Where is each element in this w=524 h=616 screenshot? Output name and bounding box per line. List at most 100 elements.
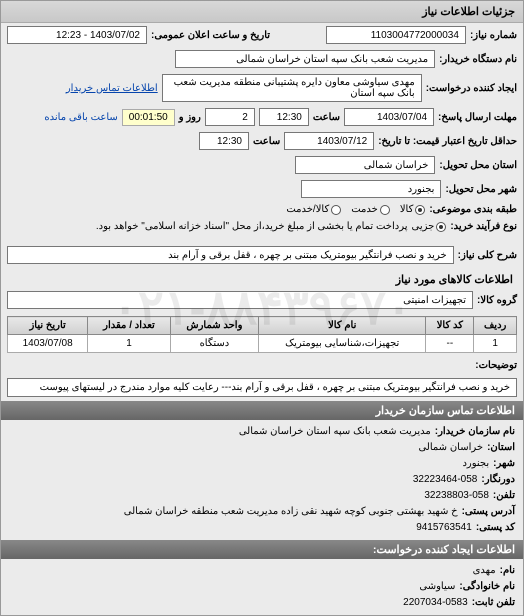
row-need-number: شماره نیاز: 1103004772000034 تاریخ و ساع… xyxy=(1,23,523,47)
explanations-box: خرید و نصب فرانتگیر بیومتریک مبتنی بر چه… xyxy=(7,378,517,397)
th-name: نام کالا xyxy=(259,317,426,335)
radio-dot-khadmat xyxy=(380,205,390,215)
row-province: استان محل تحویل: خراسان شمالی xyxy=(1,153,523,177)
value-org-address: خ شهید بهشتی جنوبی کوچه شهید نقی زاده مد… xyxy=(124,504,458,520)
radio-jozi[interactable]: جزیی xyxy=(412,221,447,232)
value-announce-datetime: 1403/07/02 - 12:23 xyxy=(7,26,147,44)
row-min-valid: حداقل تاریخ اعتبار قیمت: تا تاریخ: 1403/… xyxy=(1,129,523,153)
label-city: شهر محل تحویل: xyxy=(445,184,517,195)
label-reply-deadline: مهلت ارسال پاسخ: xyxy=(438,112,517,123)
radio-kala-khadmat[interactable]: کالا/خدمت xyxy=(286,204,341,215)
radio-group-qty: جزیی xyxy=(412,221,447,232)
radio-kala[interactable]: کالا xyxy=(400,204,426,215)
label-saat-1: ساعت xyxy=(313,112,340,123)
radio-dot-kala xyxy=(415,205,425,215)
value-org-province: خراسان شمالی xyxy=(418,440,483,456)
value-need-title: خرید و نصب فرانتگیر بیومتریک مبتنی بر چه… xyxy=(7,246,454,264)
radio-khadmat[interactable]: خدمت xyxy=(351,204,390,215)
row-buyer-name: نام دستگاه خریدار: مدیریت شعب بانک سپه ا… xyxy=(1,47,523,71)
label-org-name: نام سازمان خریدار: xyxy=(435,424,515,440)
radio-label-kala-khadmat: کالا/خدمت xyxy=(286,204,329,215)
label-announce-datetime: تاریخ و ساعت اعلان عمومی: xyxy=(151,30,270,41)
label-req-phone: تلفن ثابت: xyxy=(472,595,515,611)
th-unit: واحد شمارش xyxy=(170,317,258,335)
radio-label-kala: کالا xyxy=(400,204,414,215)
label-category: طبقه بندی موضوعی: xyxy=(429,204,517,215)
th-row: ردیف xyxy=(474,317,517,335)
value-req-name: مهدی xyxy=(473,563,496,579)
value-req-phone: 2207034-0583 xyxy=(403,595,468,611)
items-section-title: اطلاعات کالاهای مورد نیاز xyxy=(1,267,523,288)
qty-note: پرداخت تمام یا بخشی از مبلغ خرید،از محل … xyxy=(96,221,408,232)
value-city: بجنورد xyxy=(301,180,441,198)
radio-label-khadmat: خدمت xyxy=(351,204,378,215)
label-req-family: نام خانوادگی: xyxy=(459,579,515,595)
value-group: تجهیزات امنیتی xyxy=(7,291,473,309)
row-explanations-label: توضیحات: xyxy=(1,357,523,374)
value-reply-time: 12:30 xyxy=(259,108,309,126)
link-buyer-contact[interactable]: اطلاعات تماس خریدار xyxy=(66,83,158,94)
label-buyer-name: نام دستگاه خریدار: xyxy=(439,54,517,65)
td-code: -- xyxy=(426,335,474,353)
row-city: شهر محل تحویل: بجنورد xyxy=(1,177,523,201)
row-creator: ایجاد کننده درخواست: مهدی سیاوشی معاون د… xyxy=(1,71,523,105)
value-creator: مهدی سیاوشی معاون دایره پشتیبانی منطقه م… xyxy=(162,74,422,102)
value-org-fax: 32223464-058 xyxy=(413,472,478,488)
label-org-phone: تلفن: xyxy=(493,488,515,504)
td-name: تجهیزات،شناسایی بیومتریک xyxy=(259,335,426,353)
main-container: جزئیات اطلاعات نیاز شماره نیاز: 11030047… xyxy=(0,0,524,616)
value-org-name: مدیریت شعب بانک سپه استان خراسان شمالی xyxy=(239,424,431,440)
radio-dot-kala-khadmat xyxy=(331,205,341,215)
row-need-title: شرح کلی نیاز: خرید و نصب فرانتگیر بیومتر… xyxy=(1,243,523,267)
label-need-title: شرح کلی نیاز: xyxy=(458,250,517,261)
radio-dot-jozi xyxy=(436,222,446,232)
req-creator-header: اطلاعات ایجاد کننده درخواست: xyxy=(1,540,523,559)
label-creator: ایجاد کننده درخواست: xyxy=(426,83,517,94)
label-remaining: ساعت باقی مانده xyxy=(44,112,117,123)
value-buyer-name: مدیریت شعب بانک سپه استان خراسان شمالی xyxy=(175,50,435,68)
value-need-number: 1103004772000034 xyxy=(326,26,466,44)
label-explanations: توضیحات: xyxy=(475,360,517,371)
items-table: ردیف کد کالا نام کالا واحد شمارش تعداد /… xyxy=(7,316,517,353)
section-header-details: جزئیات اطلاعات نیاز xyxy=(1,1,523,23)
value-days: 2 xyxy=(205,108,255,126)
label-org-postcode: کد پستی: xyxy=(476,520,515,536)
org-contact-block: نام سازمان خریدار:مدیریت شعب بانک سپه اس… xyxy=(1,420,523,540)
th-qty: تعداد / مقدار xyxy=(88,317,170,335)
td-qty: 1 xyxy=(88,335,170,353)
radio-group-category: کالا خدمت کالا/خدمت xyxy=(286,204,425,215)
value-org-postcode: 9415763541 xyxy=(416,520,472,536)
td-date: 1403/07/08 xyxy=(8,335,88,353)
table-header-row: ردیف کد کالا نام کالا واحد شمارش تعداد /… xyxy=(8,317,517,335)
th-code: کد کالا xyxy=(426,317,474,335)
row-group: گروه کالا: تجهیزات امنیتی xyxy=(1,288,523,312)
value-province: خراسان شمالی xyxy=(295,156,435,174)
label-req-name: نام: xyxy=(500,563,515,579)
row-reply-deadline: مهلت ارسال پاسخ: 1403/07/04 ساعت 12:30 2… xyxy=(1,105,523,129)
label-province: استان محل تحویل: xyxy=(439,160,517,171)
label-org-address: آدرس پستی: xyxy=(462,504,515,520)
req-contact-block: نام: مهدی نام خانوادگی:سیاوشی تلفن ثابت:2… xyxy=(1,559,523,615)
label-qty-type: نوع فرآیند خرید: xyxy=(450,221,517,232)
label-rooz: روز و xyxy=(179,112,201,123)
label-min-valid: حداقل تاریخ اعتبار قیمت: تا تاریخ: xyxy=(378,136,517,147)
value-valid-date: 1403/07/12 xyxy=(284,132,374,150)
label-org-city: شهر: xyxy=(493,456,515,472)
label-group: گروه کالا: xyxy=(477,295,517,306)
label-org-province: استان: xyxy=(487,440,515,456)
value-valid-time: 12:30 xyxy=(199,132,249,150)
label-org-fax: دورنگار: xyxy=(481,472,515,488)
value-reply-date: 1403/07/04 xyxy=(344,108,434,126)
radio-label-jozi: جزیی xyxy=(412,221,435,232)
org-contact-header: اطلاعات تماس سازمان خریدار xyxy=(1,401,523,420)
td-row: 1 xyxy=(474,335,517,353)
value-remaining-time: 00:01:50 xyxy=(122,109,175,126)
table-row: 1 -- تجهیزات،شناسایی بیومتریک دستگاه 1 1… xyxy=(8,335,517,353)
row-category: طبقه بندی موضوعی: کالا خدمت کالا/خدمت xyxy=(1,201,523,218)
td-unit: دستگاه xyxy=(170,335,258,353)
label-need-number: شماره نیاز: xyxy=(470,30,517,41)
value-req-family: سیاوشی xyxy=(419,579,455,595)
label-saat-2: ساعت xyxy=(253,136,280,147)
row-qty-type: نوع فرآیند خرید: جزیی پرداخت تمام یا بخش… xyxy=(1,218,523,235)
value-org-city: بجنورد xyxy=(462,456,489,472)
